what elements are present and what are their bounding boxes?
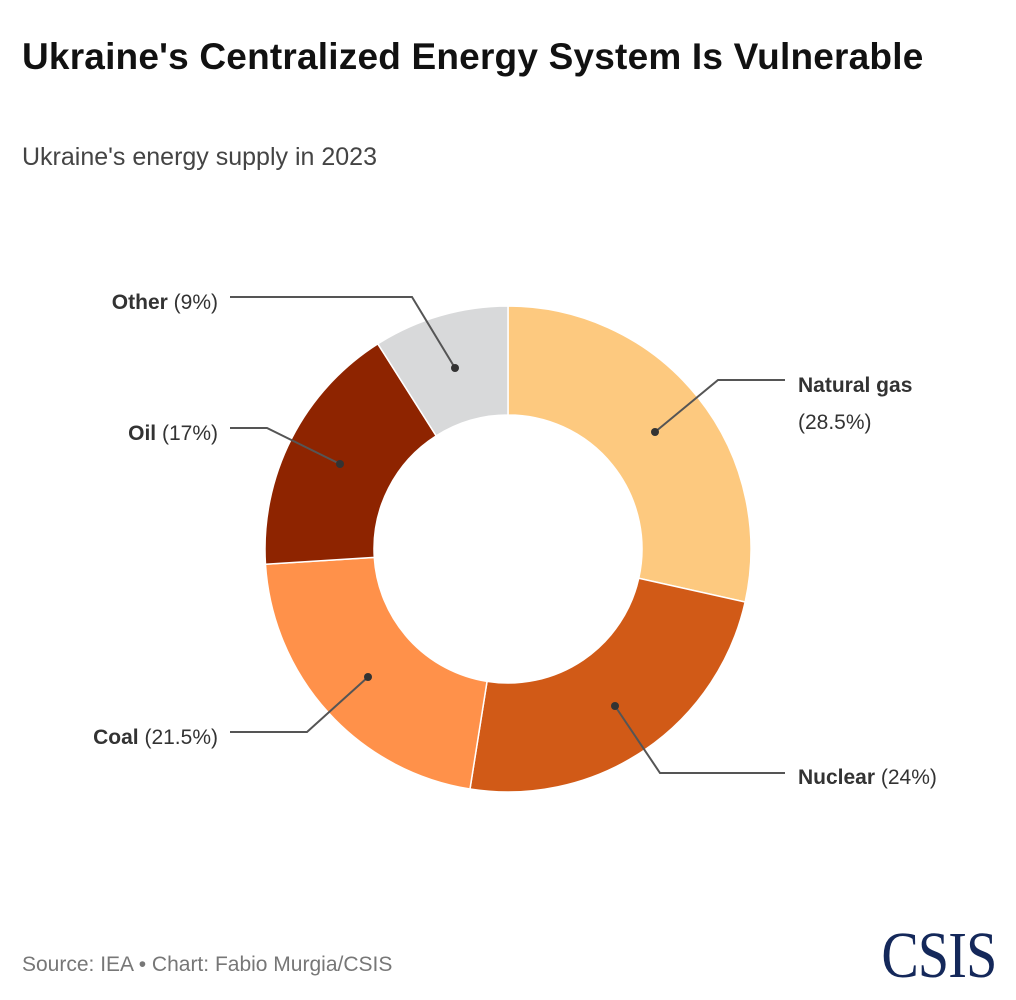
leader-line-natural-gas bbox=[654, 379, 785, 433]
chart-title: Ukraine's Centralized Energy System Is V… bbox=[22, 36, 924, 77]
label-value: (9%) bbox=[168, 291, 218, 314]
leader-line-nuclear bbox=[614, 705, 785, 774]
label-name: Coal bbox=[93, 726, 139, 749]
leader-dot-oil bbox=[336, 460, 344, 468]
label-natural-gas: Natural gas (28.5%) bbox=[798, 374, 912, 434]
slice-coal bbox=[264, 556, 488, 790]
label-name: Oil bbox=[128, 422, 156, 445]
label-value: (28.5%) bbox=[798, 411, 872, 434]
label-other: Other (9%) bbox=[112, 291, 218, 314]
label-oil: Oil (17%) bbox=[128, 422, 218, 445]
label-nuclear: Nuclear (24%) bbox=[798, 766, 937, 789]
leader-dot-nuclear bbox=[611, 702, 619, 710]
source-note: Source: IEA • Chart: Fabio Murgia/CSIS bbox=[22, 953, 393, 976]
slice-oil bbox=[264, 342, 438, 566]
slice-other bbox=[376, 305, 509, 437]
label-value: (21.5%) bbox=[139, 726, 218, 749]
label-value: (17%) bbox=[156, 422, 218, 445]
leader-line-oil bbox=[230, 427, 341, 465]
slice-natural-gas bbox=[507, 305, 752, 603]
leader-dot-natural-gas bbox=[651, 428, 659, 436]
label-name: Nuclear bbox=[798, 766, 875, 789]
csis-logo: CSIS bbox=[880, 919, 997, 992]
label-name: Natural gas bbox=[798, 374, 912, 397]
slice-nuclear bbox=[469, 577, 747, 793]
label-coal: Coal (21.5%) bbox=[93, 726, 218, 749]
leader-dot-other bbox=[451, 364, 459, 372]
leader-line-coal bbox=[230, 676, 369, 733]
label-name: Other bbox=[112, 291, 168, 314]
chart-subtitle: Ukraine's energy supply in 2023 bbox=[22, 143, 377, 171]
leader-line-other bbox=[230, 296, 456, 369]
leader-dot-coal bbox=[364, 673, 372, 681]
label-value: (24%) bbox=[875, 766, 937, 789]
